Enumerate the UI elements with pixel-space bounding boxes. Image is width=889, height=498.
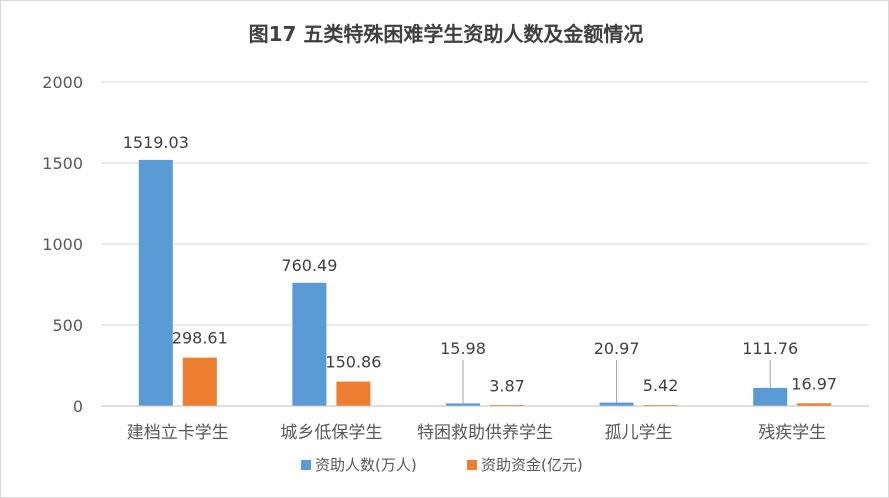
x-tick-label: 特困救助供养学生: [417, 423, 553, 443]
data-label: 3.87: [489, 376, 525, 395]
data-label: 16.97: [791, 374, 837, 393]
data-labels: 1519.03 298.61 760.49 150.86 15.983.87 20.975…: [123, 133, 837, 404]
x-tick-label: 建档立卡学生: [127, 423, 229, 443]
x-tick-label: 残疾学生: [758, 423, 826, 443]
bar-people: [599, 402, 634, 406]
x-tick-label: 孤儿学生: [605, 423, 673, 443]
data-label: 760.49: [281, 256, 337, 275]
data-label: 111.76: [742, 339, 798, 358]
bar-people: [292, 282, 327, 406]
legend-label: 资助人数(万人): [315, 456, 417, 474]
y-axis: 0 500 1000 1500 2000: [42, 73, 83, 416]
chart-title: 图17 五类特殊困难学生资助人数及金额情况: [249, 22, 644, 46]
y-tick-label: 500: [52, 316, 83, 335]
data-label: 20.97: [594, 339, 640, 358]
bar-people: [446, 403, 480, 406]
legend-swatch: [467, 460, 477, 470]
legend: 资助人数(万人) 资助资金(亿元): [301, 456, 583, 474]
bars: [138, 159, 832, 406]
bar-funds: [182, 357, 217, 406]
data-label: 150.86: [325, 353, 381, 372]
y-tick-label: 2000: [42, 73, 83, 92]
x-axis: 建档立卡学生 城乡低保学生 特困救助供养学生 孤儿学生 残疾学生: [101, 405, 869, 443]
bar-people: [753, 387, 788, 406]
legend-label: 资助资金(亿元): [481, 456, 583, 474]
x-tick-label: 城乡低保学生: [280, 423, 382, 443]
legend-swatch: [301, 460, 311, 470]
bar-people: [138, 159, 173, 406]
data-label: 15.98: [440, 339, 486, 358]
y-tick-label: 0: [73, 397, 83, 416]
data-label: 5.42: [643, 376, 679, 395]
bar-funds: [336, 381, 371, 406]
data-label: 298.61: [172, 329, 228, 348]
gridlines: [101, 81, 869, 326]
y-tick-label: 1500: [42, 154, 83, 173]
data-label: 1519.03: [123, 133, 189, 152]
y-tick-label: 1000: [42, 235, 83, 254]
bar-funds: [797, 403, 832, 406]
